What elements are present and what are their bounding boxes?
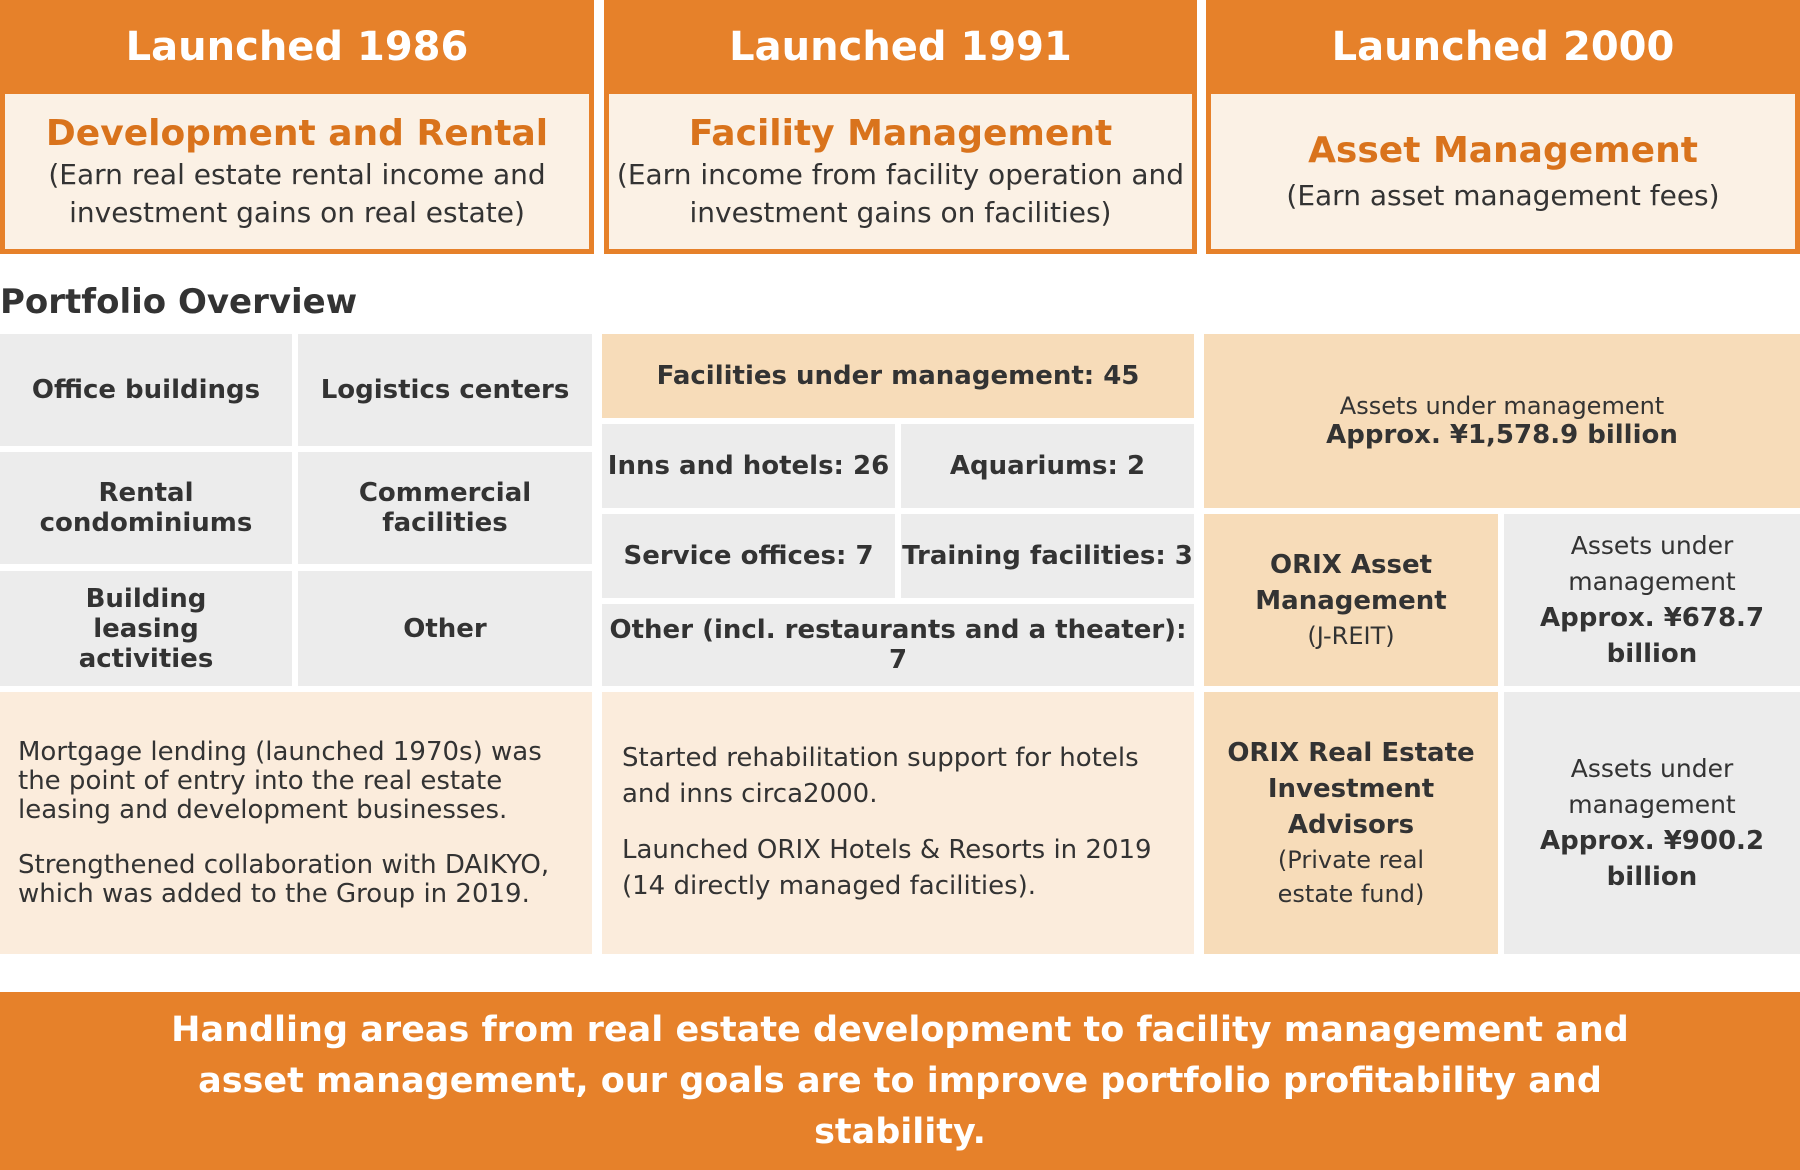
orix-real-estate-advisors-aum-cell: Assets under management Approx. ¥900.2 b… [1504,692,1800,954]
orix-real-estate-advisors-type: (Private real estate fund) [1277,846,1425,908]
logistics-centers-cell: Logistics centers [298,334,592,446]
development-notes: Mortgage lending (launched 1970s) was th… [0,692,592,954]
development-rental-desc-2: investment gains on real estate) [69,195,525,229]
launch-1991-label: Launched 1991 [729,24,1072,70]
facility-management-desc-2: investment gains on facilities) [689,195,1112,229]
facility-management-title: Facility Management [688,112,1113,154]
facility-management-box: Facility Management (Earn income from fa… [604,94,1197,254]
development-note-2: Strengthened collaboration with DAIKYO, … [18,850,550,909]
footer-banner: Handling areas from real estate developm… [0,992,1800,1170]
total-aum-cell: Assets under management Approx. ¥1,578.9… [1204,334,1800,508]
orix-asset-management-type: (J-REIT) [1307,622,1395,650]
launch-1991-header: Launched 1991 [604,0,1197,94]
launch-1986-label: Launched 1986 [125,24,469,70]
asset-management-title: Asset Management [1308,129,1698,171]
development-rental-box: Development and Rental (Earn real estate… [0,94,594,254]
rental-condominiums-cell: Rental condominiums [0,452,292,564]
commercial-facilities-cell: Commercial facilities [298,452,592,564]
facility-management-desc-1: (Earn income from facility operation and [616,157,1185,191]
orix-asset-management-aum-value: Approx. ¥678.7 billion [1539,603,1765,669]
launch-2000-header: Launched 2000 [1206,0,1800,94]
orix-asset-management-name: ORIX Asset Management [1255,550,1447,616]
development-note-1: Mortgage lending (launched 1970s) was th… [18,737,542,825]
facility-notes: Started rehabilitation support for hotel… [602,692,1194,954]
service-offices-cell: Service offices: 7 [602,514,895,598]
facility-note-1: Started rehabilitation support for hotel… [622,743,1139,809]
asset-management-box: Asset Management (Earn asset management … [1206,94,1800,254]
launch-2000-label: Launched 2000 [1331,24,1675,70]
orix-asset-management-aum-label: Assets under management [1568,531,1736,596]
orix-real-estate-advisors-cell: ORIX Real Estate Investment Advisors (Pr… [1204,692,1498,954]
orix-real-estate-advisors-aum-value: Approx. ¥900.2 billion [1539,826,1765,892]
other-cell: Other [298,571,592,686]
office-buildings-cell: Office buildings [0,334,292,446]
aquariums-cell: Aquariums: 2 [901,424,1194,508]
orix-real-estate-advisors-name: ORIX Real Estate Investment Advisors [1227,738,1475,840]
total-aum-value: Approx. ¥1,578.9 billion [1326,420,1678,450]
development-rental-desc-1: (Earn real estate rental income and [48,157,546,191]
inns-hotels-cell: Inns and hotels: 26 [602,424,895,508]
total-aum-label: Assets under management [1339,392,1665,420]
development-rental-title: Development and Rental [45,112,549,154]
orix-asset-management-aum-cell: Assets under management Approx. ¥678.7 b… [1504,514,1800,686]
facilities-other-cell: Other (incl. restaurants and a theater):… [602,604,1194,686]
facilities-total-cell: Facilities under management: 45 [602,334,1194,418]
building-leasing-cell: Building leasing activities [0,571,292,686]
footer-text: Handling areas from real estate developm… [171,1009,1629,1152]
training-facilities-cell: Training facilities: 3 [901,514,1194,598]
facility-note-2: Launched ORIX Hotels & Resorts in 2019 (… [622,835,1152,901]
portfolio-overview-title: Portfolio Overview [0,282,358,322]
asset-management-desc: (Earn asset management fees) [1286,178,1720,212]
launch-1986-header: Launched 1986 [0,0,594,94]
orix-asset-management-cell: ORIX Asset Management (J-REIT) [1204,514,1498,686]
orix-real-estate-advisors-aum-label: Assets under management [1568,754,1736,819]
